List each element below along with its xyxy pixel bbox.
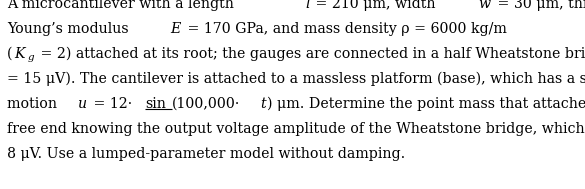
Text: = 2) attached at its root; the gauges are connected in a half Wheatstone bridge : = 2) attached at its root; the gauges ar…: [36, 47, 585, 61]
Text: 8 μV. Use a lumped-parameter model without damping.: 8 μV. Use a lumped-parameter model witho…: [7, 147, 405, 161]
Text: (: (: [7, 47, 12, 61]
Text: = 15 μV). The cantilever is attached to a massless platform (base), which has a : = 15 μV). The cantilever is attached to …: [7, 72, 585, 86]
Text: K: K: [14, 47, 25, 61]
Text: l: l: [305, 0, 310, 11]
Text: u: u: [77, 97, 87, 111]
Text: = 12·: = 12·: [89, 97, 132, 111]
Text: w: w: [478, 0, 490, 11]
Text: g: g: [27, 53, 34, 62]
Text: Young’s modulus: Young’s modulus: [7, 22, 133, 36]
Text: A microcantilever with a length: A microcantilever with a length: [7, 0, 238, 11]
Text: (100,000·: (100,000·: [172, 97, 240, 111]
Text: ) μm. Determine the point mass that attaches at the cantilever: ) μm. Determine the point mass that atta…: [267, 97, 585, 111]
Text: E: E: [170, 22, 180, 36]
Text: free end knowing the output voltage amplitude of the Wheatstone bridge, which is: free end knowing the output voltage ampl…: [7, 122, 585, 136]
Text: t: t: [260, 97, 266, 111]
Text: = 30 μm, thickness: = 30 μm, thickness: [494, 0, 585, 11]
Text: = 210 μm, width: = 210 μm, width: [311, 0, 441, 11]
Text: sin: sin: [145, 97, 166, 111]
Text: motion: motion: [7, 97, 61, 111]
Text: = 170 GPa, and mass density ρ = 6000 kg/m: = 170 GPa, and mass density ρ = 6000 kg/…: [183, 22, 507, 36]
